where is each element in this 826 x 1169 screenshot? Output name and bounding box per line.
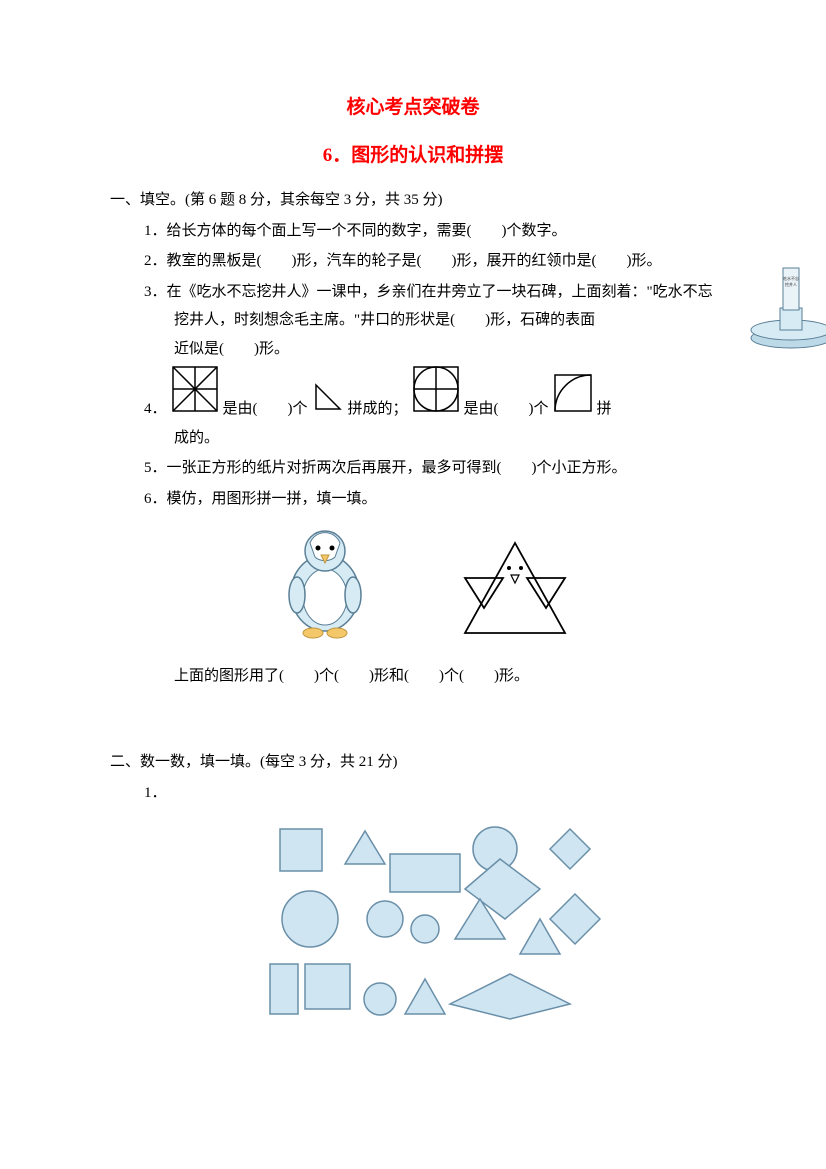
shapes-collection-illustration bbox=[144, 819, 716, 1040]
question-6: 6．模仿，用图形拼一拼，填一填。 bbox=[144, 485, 716, 514]
question-3-line-2: 挖井人，时刻想念毛主席。"井口的形状是( )形，石碑的表面 bbox=[144, 306, 716, 335]
section-1-header: 一、填空。(第 6 题 8 分，其余每空 3 分，共 35 分) bbox=[110, 186, 716, 215]
svg-text:吃水不忘: 吃水不忘 bbox=[783, 275, 799, 281]
question-4-prefix: 4． bbox=[144, 395, 167, 424]
section-2-header: 二、数一数，填一填。(每空 3 分，共 21 分) bbox=[110, 748, 716, 777]
monument-illustration: 吃水不忘 挖井人 bbox=[746, 260, 826, 361]
leaf-square-icon bbox=[553, 373, 593, 424]
question-4: 4． 是由( )个 拼成的； bbox=[144, 365, 716, 424]
question-3-line-1: 3．在《吃水不忘挖井人》一课中，乡亲们在井旁立了一块石碑，上面刻着："吃水不忘 bbox=[144, 278, 716, 307]
question-4-text-b: 拼成的； bbox=[348, 395, 408, 424]
triangle-bird-icon bbox=[445, 533, 585, 654]
question-6-line: 上面的图形用了( )个( )形和( )个( )形。 bbox=[144, 662, 716, 691]
document-title-1: 核心考点突破卷 bbox=[110, 90, 716, 126]
question-4-text-d: 拼 bbox=[597, 395, 612, 424]
square-x-pattern-icon bbox=[171, 365, 219, 424]
question-2: 2．教室的黑板是( )形，汽车的轮子是( )形，展开的红领巾是( )形。 bbox=[144, 247, 716, 276]
question-3-line-3: 近似是( )形。 bbox=[144, 335, 716, 364]
question-4-text-a: 是由( )个 bbox=[223, 395, 308, 424]
penguin-icon bbox=[275, 523, 375, 654]
question-4-text-e: 成的。 bbox=[144, 424, 716, 453]
small-triangle-icon bbox=[312, 381, 344, 424]
svg-text:挖井人: 挖井人 bbox=[785, 281, 797, 287]
square-petal-icon bbox=[412, 365, 460, 424]
document-title-2: 6．图形的认识和拼摆 bbox=[110, 138, 716, 174]
section-2-q1: 1． bbox=[144, 779, 716, 808]
question-1: 1．给长方体的每个面上写一个不同的数字，需要( )个数字。 bbox=[144, 217, 716, 246]
question-4-text-c: 是由( )个 bbox=[464, 395, 549, 424]
question-5: 5．一张正方形的纸片对折两次后再展开，最多可得到( )个小正方形。 bbox=[144, 454, 716, 483]
